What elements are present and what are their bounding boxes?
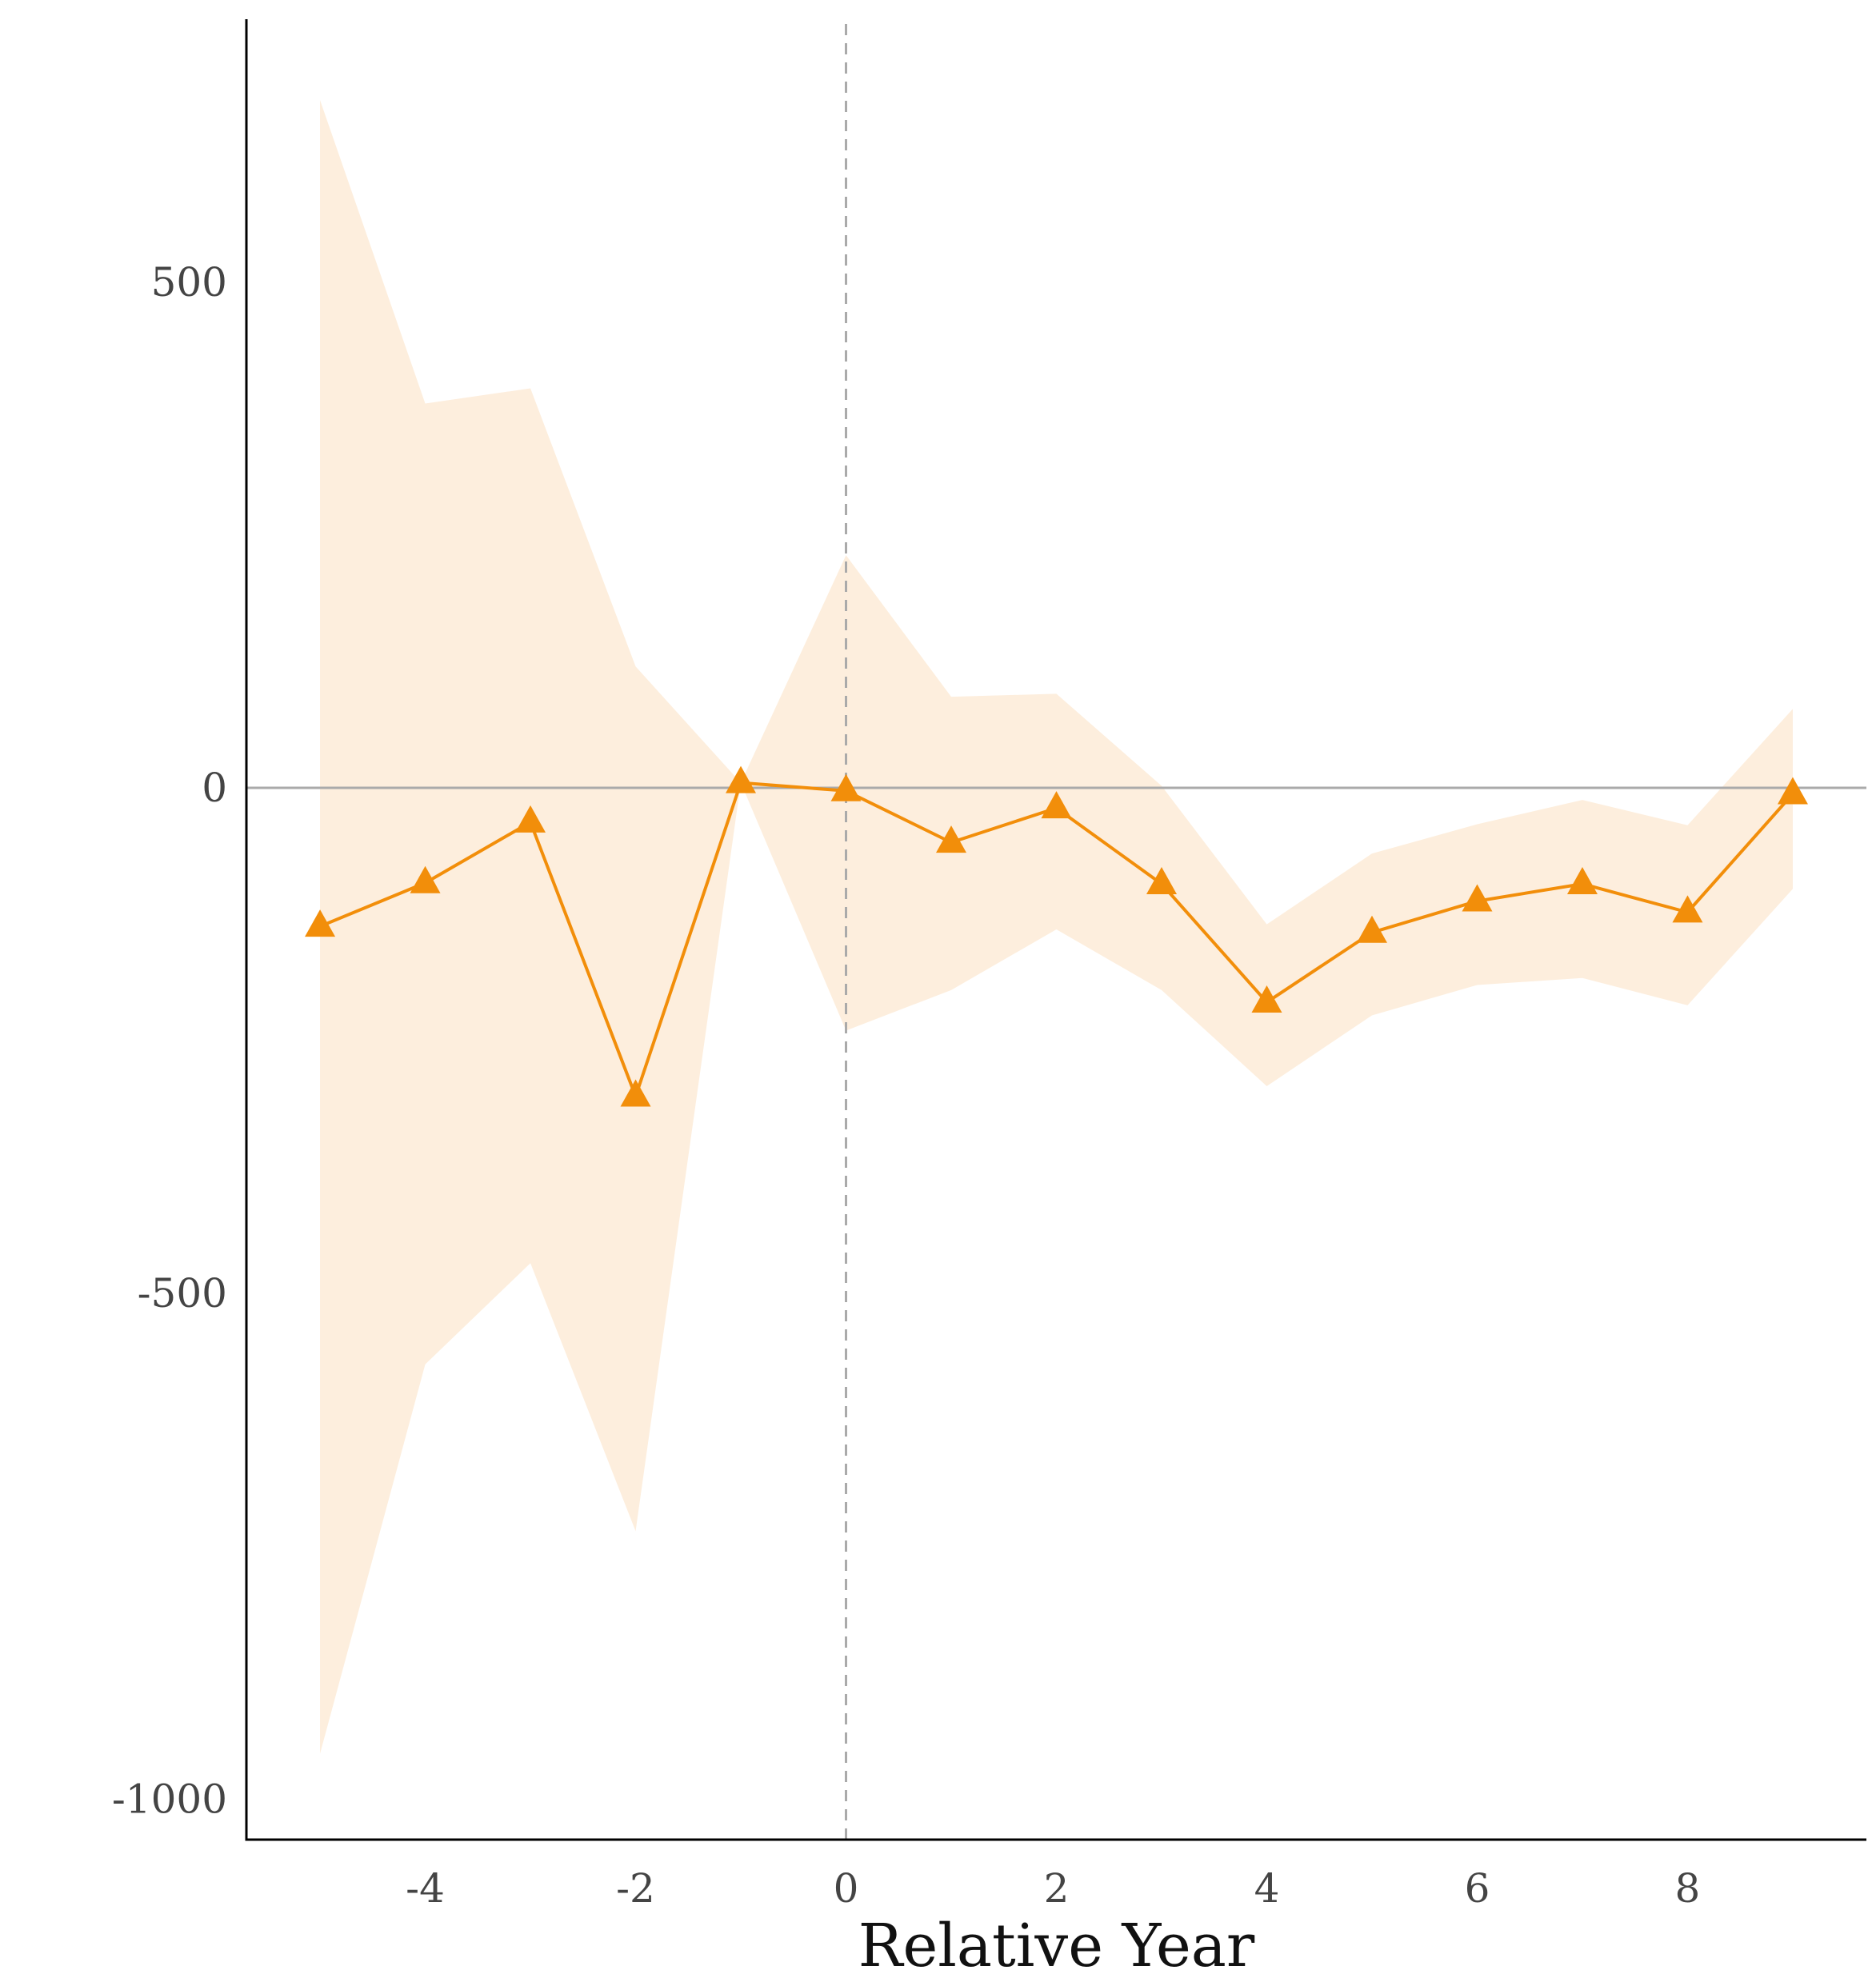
y-tick-label: 500 [151, 259, 227, 306]
confidence-band [320, 100, 1793, 1754]
tick-labels-layer: -4 -2 0 2 4 6 8 500 0 -500 -1000 [112, 259, 1701, 1912]
x-tick-label: 2 [1044, 1865, 1070, 1912]
confidence-band-layer [320, 100, 1793, 1754]
x-tick-label: 6 [1465, 1865, 1490, 1912]
triangle-marker [515, 805, 546, 833]
triangle-marker [1777, 777, 1808, 805]
triangle-marker [1672, 895, 1703, 923]
reference-lines-layer [246, 24, 1866, 1840]
x-tick-label: -2 [616, 1865, 655, 1912]
triangle-marker [1146, 867, 1177, 895]
triangle-marker [1356, 915, 1387, 943]
triangle-marker [936, 825, 967, 853]
series-layer [305, 765, 1808, 1107]
y-tick-label: 0 [202, 765, 227, 811]
x-tick-label: -4 [406, 1865, 445, 1912]
triangle-marker [726, 765, 757, 793]
x-tick-label: 8 [1675, 1865, 1701, 1912]
triangle-marker [1251, 985, 1282, 1013]
triangle-marker [1041, 791, 1072, 819]
triangle-marker [830, 773, 862, 801]
x-tick-label: 4 [1254, 1865, 1280, 1912]
y-tick-label: -500 [138, 1270, 227, 1317]
triangle-marker [410, 865, 441, 893]
triangle-marker [1462, 884, 1493, 912]
axes-layer [245, 19, 1866, 1841]
triangle-marker [305, 909, 336, 937]
triangle-marker [1566, 867, 1598, 895]
y-tick-label: -1000 [112, 1776, 227, 1822]
triangle-marker [620, 1079, 651, 1107]
x-axis-title: Relative Year [858, 1912, 1255, 1980]
x-tick-label: 0 [834, 1865, 859, 1912]
